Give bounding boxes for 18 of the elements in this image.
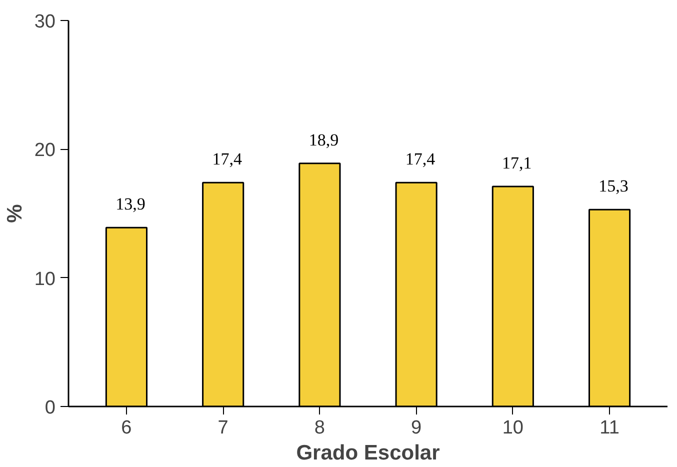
y-tick-label: 20 <box>34 140 56 162</box>
y-axis-title: % <box>3 204 26 223</box>
data-label: 15,3 <box>598 176 628 196</box>
data-label: 17,4 <box>212 150 242 169</box>
data-label: 17,1 <box>502 153 532 172</box>
x-tick-label: 11 <box>600 418 620 438</box>
x-axis-title: Grado Escolar <box>296 442 440 464</box>
y-tick-label: 0 <box>44 398 56 418</box>
y-tick-label: 10 <box>34 268 56 290</box>
x-tick-label: 8 <box>314 418 325 438</box>
x-tick-label: 6 <box>121 418 132 438</box>
data-label: 13,9 <box>116 194 146 214</box>
y-tick-label: 30 <box>34 12 56 32</box>
x-tick-label: 9 <box>411 418 422 438</box>
data-label: 17,4 <box>405 150 436 169</box>
data-label: 18,9 <box>308 130 339 150</box>
x-tick-label: 10 <box>502 418 524 438</box>
x-tick-label: 7 <box>218 418 228 438</box>
